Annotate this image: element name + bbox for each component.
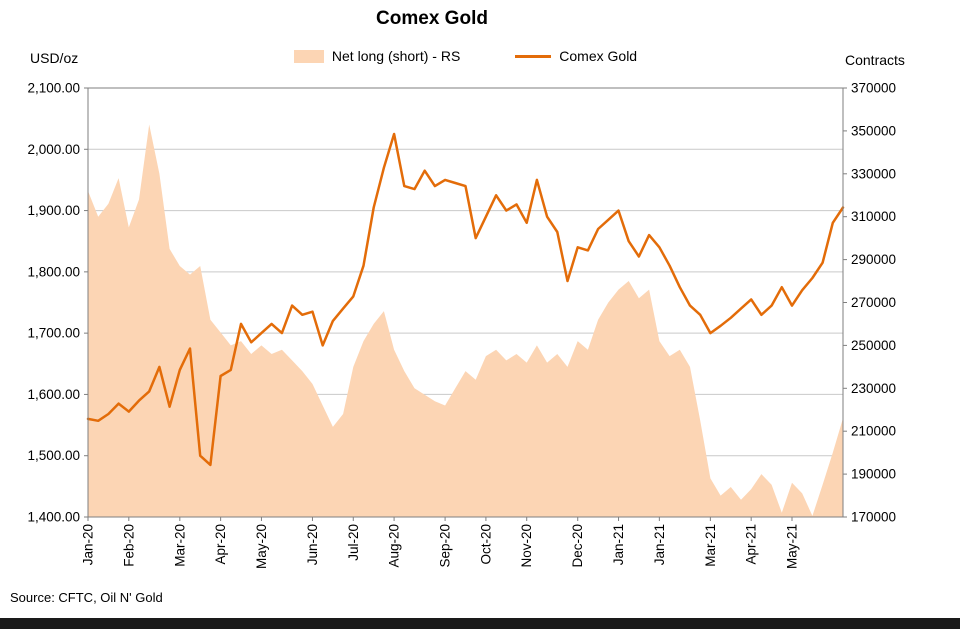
svg-text:1,400.00: 1,400.00: [27, 510, 80, 525]
legend-item-comex-gold: Comex Gold: [515, 48, 637, 64]
svg-text:190000: 190000: [851, 467, 896, 482]
bottom-border-strip: [0, 618, 960, 629]
svg-text:170000: 170000: [851, 510, 896, 525]
svg-text:210000: 210000: [851, 424, 896, 439]
svg-text:Jun-20: Jun-20: [305, 524, 320, 565]
svg-text:1,500.00: 1,500.00: [27, 448, 80, 463]
svg-text:Sep-20: Sep-20: [438, 524, 453, 568]
svg-text:Nov-20: Nov-20: [519, 524, 534, 568]
x-axis-labels: Jan-20 Feb-20 Mar-20 Apr-20 May-20 Jun-20 Jul-…: [81, 517, 800, 569]
page-title: Comex Gold: [376, 8, 488, 29]
svg-text:2,000.00: 2,000.00: [27, 142, 80, 157]
svg-text:Jan-21: Jan-21: [611, 524, 626, 565]
svg-text:Mar-20: Mar-20: [172, 524, 187, 567]
svg-text:Feb-20: Feb-20: [121, 524, 136, 567]
comex-gold-line-series: [86, 132, 845, 467]
svg-text:370000: 370000: [851, 81, 896, 96]
left-axis-unit-label: USD/oz: [30, 50, 79, 66]
svg-text:310000: 310000: [851, 209, 896, 224]
svg-text:1,800.00: 1,800.00: [27, 264, 80, 279]
svg-text:1,900.00: 1,900.00: [27, 203, 80, 218]
line-swatch-icon: [515, 54, 552, 58]
svg-text:Jan-20: Jan-20: [81, 524, 96, 565]
legend-item-net-long: Net long (short) - RS: [293, 48, 461, 64]
net-long-area-series: [88, 124, 843, 517]
svg-text:290000: 290000: [851, 252, 896, 267]
svg-text:Apr-20: Apr-20: [213, 524, 228, 565]
left-axis-tick-labels: 2,100.00 2,000.00 1,900.00 1,800.00 1,700.00…: [27, 81, 88, 525]
svg-text:Aug-20: Aug-20: [387, 524, 402, 568]
svg-text:Mar-21: Mar-21: [703, 524, 718, 567]
right-axis-tick-labels: 370000 350000 330000 310000 290000 270000 2500…: [843, 81, 896, 525]
svg-text:250000: 250000: [851, 338, 896, 353]
svg-text:Dec-20: Dec-20: [570, 524, 585, 568]
svg-text:Jul-20: Jul-20: [346, 524, 361, 561]
svg-text:350000: 350000: [851, 123, 896, 138]
svg-text:330000: 330000: [851, 166, 896, 181]
legend-label-net-long: Net long (short) - RS: [331, 48, 461, 64]
area-swatch-icon: [293, 49, 324, 63]
svg-text:Oct-20: Oct-20: [478, 524, 493, 565]
svg-text:2,100.00: 2,100.00: [27, 81, 80, 96]
right-axis-unit-label: Contracts: [845, 52, 905, 68]
legend-label-comex-gold: Comex Gold: [559, 48, 638, 64]
chart-legend: Net long (short) - RS Comex Gold: [88, 48, 843, 64]
source-note: Source: CFTC, Oil N' Gold: [10, 590, 163, 605]
svg-text:270000: 270000: [851, 295, 896, 310]
svg-text:May-21: May-21: [785, 524, 800, 569]
svg-text:Jan-21: Jan-21: [652, 524, 667, 565]
svg-text:230000: 230000: [851, 381, 896, 396]
svg-text:May-20: May-20: [254, 524, 269, 569]
svg-text:1,700.00: 1,700.00: [27, 326, 80, 341]
svg-text:Apr-21: Apr-21: [744, 524, 759, 565]
svg-text:1,600.00: 1,600.00: [27, 387, 80, 402]
